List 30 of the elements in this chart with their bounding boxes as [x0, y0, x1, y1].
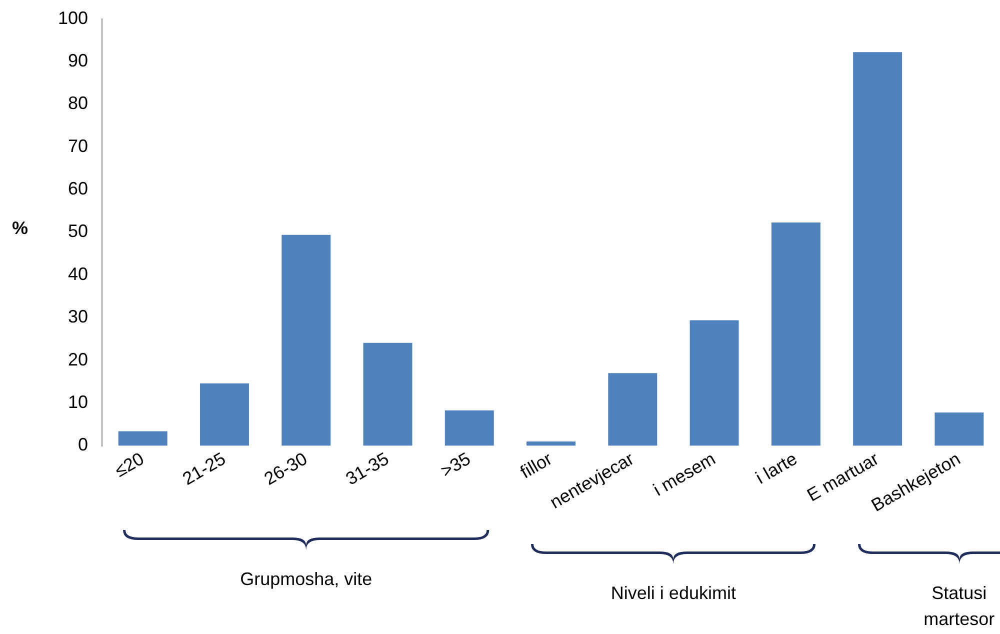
y-tick-label: 20 [68, 349, 88, 370]
text: Niveli i edukimit [610, 582, 737, 605]
bar [608, 373, 658, 446]
bar [118, 431, 168, 446]
bar [200, 383, 249, 446]
bar [934, 412, 984, 446]
y-tick-label: 70 [68, 136, 88, 156]
text: Grupmosha, vite [239, 568, 374, 591]
y-tick-label: 90 [68, 50, 88, 70]
y-tick-label: 30 [68, 306, 88, 327]
bar [771, 222, 820, 446]
bar [690, 320, 739, 446]
y-tick-label: 0 [78, 434, 88, 455]
y-tick-label: 50 [68, 221, 88, 242]
x-tick-label: fillor [516, 448, 556, 482]
bar [363, 342, 412, 446]
bar [282, 234, 331, 446]
text: Statusi martesor [922, 582, 996, 631]
y-tick-label: 60 [68, 178, 88, 199]
y-axis-title: % [12, 218, 28, 239]
y-tick-label: 10 [68, 392, 88, 412]
y-tick-label: 100 [58, 8, 88, 28]
x-tick-label: i larte [752, 448, 800, 488]
x-tick-label: ≤20 [111, 448, 148, 481]
bar [444, 410, 494, 446]
x-tick-label: >35 [437, 448, 474, 482]
y-tick-label: 80 [68, 93, 88, 114]
y-tick-label: 40 [68, 264, 88, 284]
bar [526, 441, 576, 446]
bar [853, 52, 902, 446]
